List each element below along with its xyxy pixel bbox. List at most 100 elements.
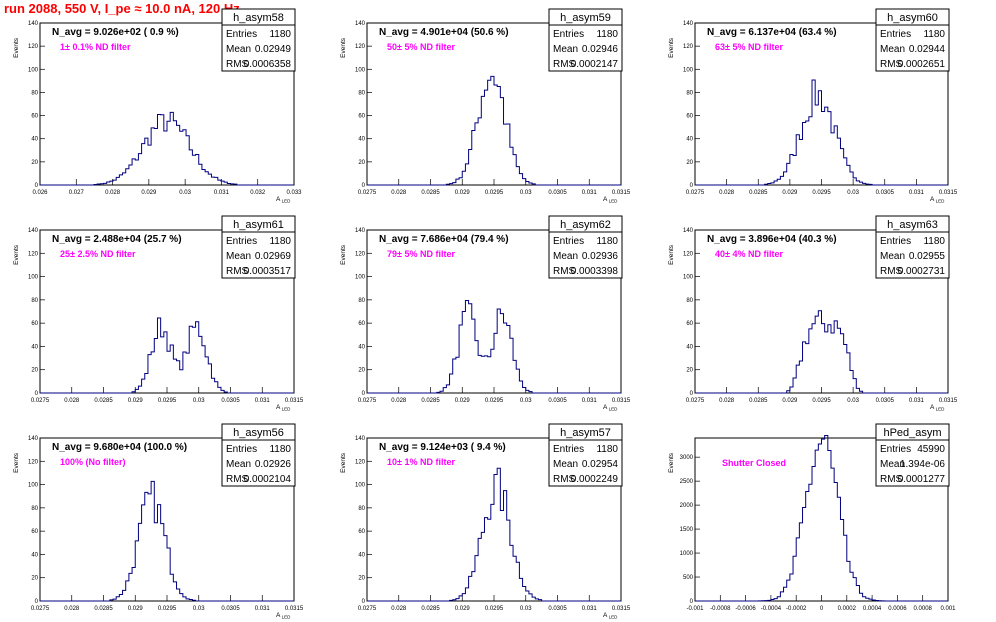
histogram-panel-h_asym60: 0 20 40 60 80 100 120 140 0.0275 0.028 0.0285 0.029… bbox=[668, 8, 958, 204]
x-tick-label: 0.0295 bbox=[812, 398, 831, 404]
filter-label: 25± 2.5% ND filter bbox=[60, 249, 136, 259]
stats-value: 1180 bbox=[269, 29, 291, 40]
x-axis-label: A LED bbox=[603, 196, 618, 204]
y-tick-label: 140 bbox=[28, 436, 39, 442]
y-tick-label: 100 bbox=[683, 67, 694, 73]
stats-box: h_asym63 Entries 1180 Mean 0.02955 RMS0.00027… bbox=[875, 215, 950, 279]
navg-box bbox=[41, 231, 221, 246]
x-tick-label: 0.03 bbox=[520, 398, 532, 404]
filter-label: Shutter Closed bbox=[722, 458, 786, 468]
x-tick-label: 0.0275 bbox=[31, 606, 50, 612]
x-tick-label: 0 bbox=[820, 606, 824, 612]
stats-value: 0.02936 bbox=[582, 251, 619, 262]
histogram-panel-h_asym57: 0 20 40 60 80 100 120 140 0.0275 0.028 0.0285 0.029… bbox=[340, 423, 631, 620]
x-tick-label: 0.031 bbox=[909, 190, 925, 196]
stats-value: 0.0002249 bbox=[571, 474, 619, 485]
stats-name: h_asym62 bbox=[560, 219, 611, 231]
x-tick-label: 0.0295 bbox=[485, 398, 504, 404]
filter-label: 40± 4% ND filter bbox=[715, 249, 783, 259]
stats-name: hPed_asym bbox=[883, 427, 941, 439]
navg-box bbox=[41, 24, 221, 39]
x-tick-label: 0.0004 bbox=[863, 606, 882, 612]
y-tick-label: 60 bbox=[358, 114, 365, 120]
y-tick-label: 0 bbox=[35, 599, 39, 605]
stats-key: Mean bbox=[553, 44, 578, 55]
stats-value: 1180 bbox=[923, 29, 945, 40]
navg-label: N_avg = 9.026e+02 ( 0.9 %) bbox=[52, 27, 179, 38]
y-tick-label: 100 bbox=[355, 275, 366, 281]
stats-key: RMS bbox=[553, 474, 576, 485]
navg-box bbox=[41, 439, 221, 454]
stats-value: 0.02949 bbox=[255, 44, 292, 55]
stats-name: h_asym59 bbox=[560, 12, 611, 24]
y-tick-label: 140 bbox=[355, 228, 366, 234]
x-tick-label: 0.028 bbox=[719, 398, 735, 404]
x-tick-label: 0.026 bbox=[32, 190, 48, 196]
stats-name: h_asym56 bbox=[233, 427, 284, 439]
x-tick-label: 0.028 bbox=[105, 190, 121, 196]
y-tick-label: 60 bbox=[686, 114, 693, 120]
stats-key: Mean bbox=[553, 251, 578, 262]
y-tick-label: 20 bbox=[686, 368, 693, 374]
y-axis-label: Events bbox=[13, 244, 20, 265]
y-tick-label: 80 bbox=[686, 90, 693, 96]
filter-label: 63± 5% ND filter bbox=[715, 42, 783, 52]
x-tick-label: 0.03 bbox=[193, 606, 205, 612]
x-tick-label: 0.0305 bbox=[876, 190, 895, 196]
x-axis-label: A LED bbox=[603, 404, 618, 412]
x-tick-label: 0.027 bbox=[69, 190, 85, 196]
y-tick-label: 3000 bbox=[680, 455, 694, 461]
histogram-panel-h_asym59: 0 20 40 60 80 100 120 140 0.0275 0.028 0.0285 0.029… bbox=[340, 8, 631, 204]
y-tick-label: 140 bbox=[683, 228, 694, 234]
stats-key: Mean bbox=[226, 44, 251, 55]
stats-value: 0.0006358 bbox=[244, 59, 292, 70]
y-axis-label: Events bbox=[13, 452, 20, 473]
x-tick-label: 0.0275 bbox=[31, 398, 50, 404]
stats-name: h_asym60 bbox=[887, 12, 938, 24]
y-tick-label: 60 bbox=[31, 529, 38, 535]
x-tick-label: 0.03 bbox=[520, 606, 532, 612]
x-tick-label: 0.0285 bbox=[94, 398, 113, 404]
stats-key: Mean bbox=[226, 251, 251, 262]
x-tick-label: 0.0315 bbox=[612, 190, 631, 196]
filter-label: 10± 1% ND filter bbox=[387, 457, 455, 467]
stats-name: h_asym58 bbox=[233, 12, 284, 24]
stats-box: h_asym56 Entries 1180 Mean 0.02926 RMS0.00021… bbox=[221, 423, 296, 487]
x-tick-label: -0.0008 bbox=[710, 606, 731, 612]
stats-key: Entries bbox=[226, 444, 257, 455]
stats-key: Mean bbox=[880, 44, 905, 55]
x-tick-label: 0.0305 bbox=[876, 398, 895, 404]
stats-key: Entries bbox=[880, 444, 911, 455]
stats-value: 1180 bbox=[596, 444, 618, 455]
x-tick-label: 0.0006 bbox=[888, 606, 907, 612]
y-axis-label: Events bbox=[668, 244, 675, 265]
histogram-line bbox=[367, 300, 621, 394]
x-tick-label: 0.03 bbox=[193, 398, 205, 404]
x-axis-label: A LED bbox=[930, 404, 945, 412]
y-axis-label: Events bbox=[668, 452, 675, 473]
x-axis-label: A LED bbox=[276, 612, 291, 620]
y-tick-label: 1500 bbox=[680, 527, 694, 533]
x-tick-label: 0.0285 bbox=[421, 190, 440, 196]
navg-label: N_avg = 9.124e+03 ( 9.4 %) bbox=[379, 442, 506, 453]
x-tick-label: 0.0305 bbox=[548, 190, 567, 196]
y-tick-label: 80 bbox=[31, 506, 38, 512]
navg-label: N_avg = 7.686e+04 (79.4 %) bbox=[379, 234, 509, 245]
x-tick-label: 0.028 bbox=[391, 606, 407, 612]
y-tick-label: 60 bbox=[358, 321, 365, 327]
stats-key: Mean bbox=[553, 459, 578, 470]
x-tick-label: 0.0305 bbox=[548, 398, 567, 404]
navg-box bbox=[696, 231, 876, 246]
y-tick-label: 120 bbox=[355, 251, 366, 257]
y-tick-label: 100 bbox=[28, 67, 39, 73]
x-tick-label: 0.0275 bbox=[358, 398, 377, 404]
y-tick-label: 120 bbox=[683, 44, 694, 50]
navg-box bbox=[368, 439, 548, 454]
x-tick-label: 0.0305 bbox=[221, 606, 240, 612]
y-tick-label: 2500 bbox=[680, 479, 694, 485]
x-tick-label: 0.033 bbox=[286, 190, 302, 196]
stats-box: h_asym57 Entries 1180 Mean 0.02954 RMS0.00022… bbox=[548, 423, 623, 487]
x-tick-label: 0.031 bbox=[582, 398, 598, 404]
x-tick-label: 0.0295 bbox=[158, 398, 177, 404]
y-tick-label: 40 bbox=[31, 552, 38, 558]
